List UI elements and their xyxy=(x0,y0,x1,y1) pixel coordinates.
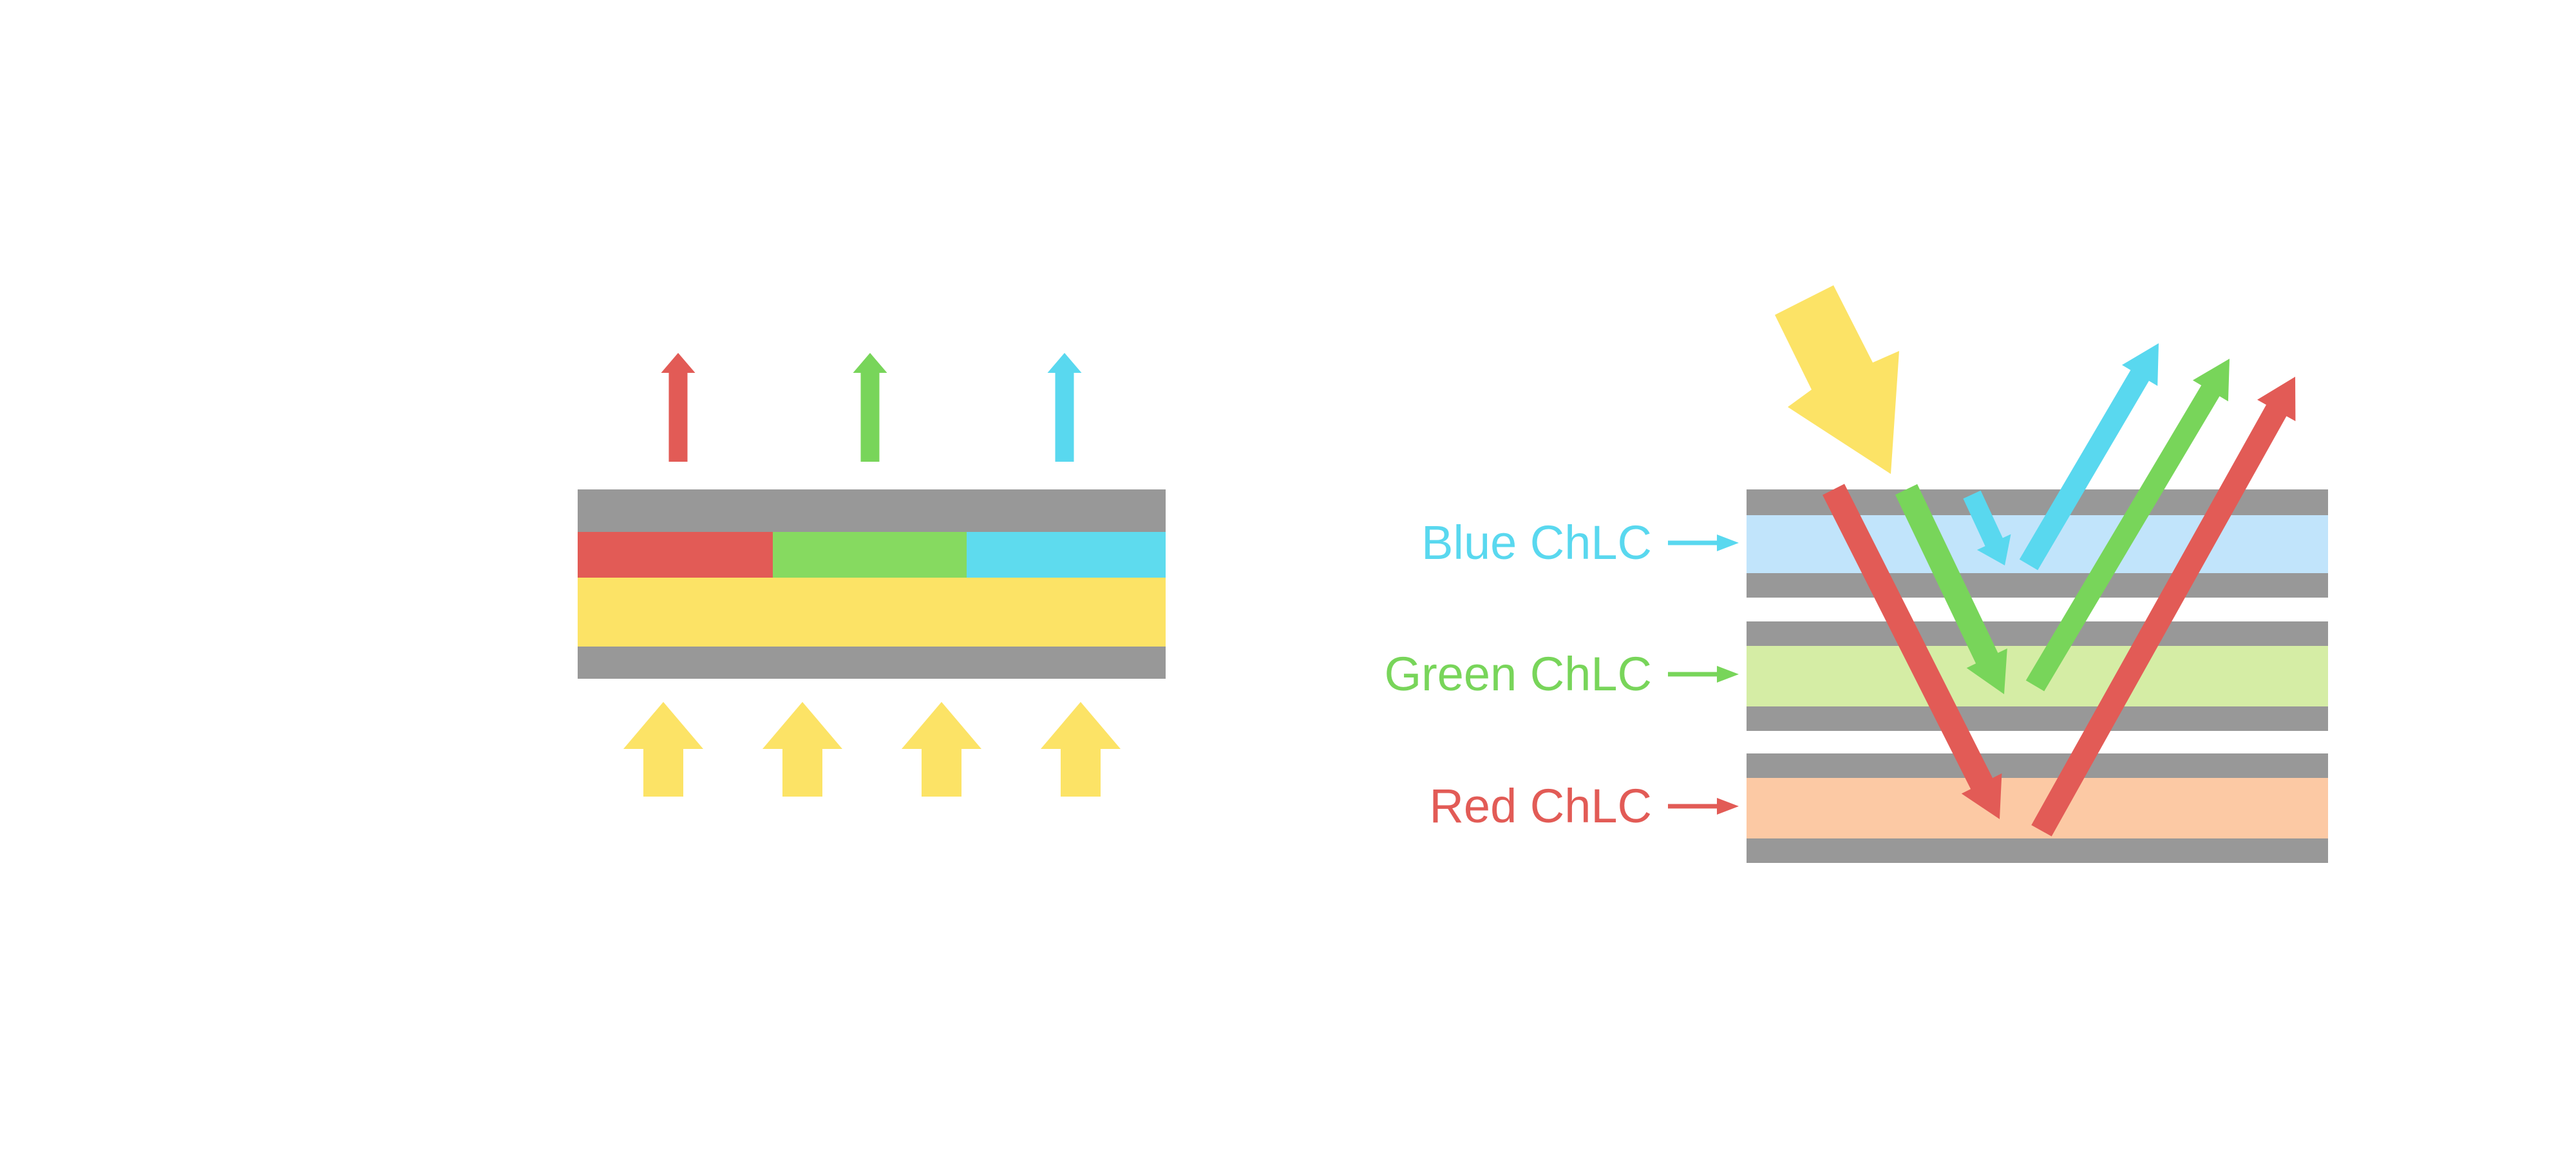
right-stack-substrate-4 xyxy=(1747,706,2328,731)
green-chlc-label: Green ChLC xyxy=(1385,647,1652,701)
left-red-output-arrow xyxy=(661,353,696,462)
red-transmitted-down-arrow xyxy=(1823,484,2002,819)
chlc-stack-diagram: Blue ChLC Green ChLC Red ChLC xyxy=(1385,285,2328,863)
left-stack-bottom-substrate xyxy=(578,647,1166,679)
red-label-pointer-arrow-icon xyxy=(1668,798,1739,815)
green-transmitted-down-arrow xyxy=(1895,484,2007,694)
green-reflected-up-arrow xyxy=(2025,359,2230,692)
blue-label-pointer-arrow-icon xyxy=(1668,534,1739,551)
backlight-arrow-2 xyxy=(762,702,842,797)
blue-reflected-up-arrow xyxy=(2019,343,2159,571)
backlight-arrow-3 xyxy=(902,702,981,797)
right-stack-substrate-3 xyxy=(1747,621,2328,646)
right-stack-substrate-6 xyxy=(1747,838,2328,863)
red-chlc-label: Red ChLC xyxy=(1429,779,1652,833)
backlight-arrow-1 xyxy=(623,702,703,797)
red-chlc-layer xyxy=(1747,778,2328,838)
left-stack-green-segment xyxy=(773,532,967,578)
left-cyan-output-arrow xyxy=(1047,353,1082,462)
left-stack-red-segment xyxy=(578,532,773,578)
left-stack-cyan-segment xyxy=(967,532,1166,578)
left-green-output-arrow xyxy=(853,353,887,462)
green-label-pointer-arrow-icon xyxy=(1668,666,1739,683)
left-stack-top-substrate xyxy=(578,489,1166,532)
incident-light-arrow xyxy=(1775,285,1899,474)
red-reflected-up-arrow xyxy=(2031,377,2296,837)
backlight-arrow-4 xyxy=(1041,702,1121,797)
backlit-display-diagram xyxy=(578,353,1166,797)
right-stack-substrate-5 xyxy=(1747,753,2328,778)
blue-chlc-label: Blue ChLC xyxy=(1421,516,1652,569)
left-stack-yellow-layer xyxy=(578,578,1166,647)
right-stack-substrate-2 xyxy=(1747,573,2328,598)
blue-refracted-down-arrow xyxy=(1963,490,2011,565)
